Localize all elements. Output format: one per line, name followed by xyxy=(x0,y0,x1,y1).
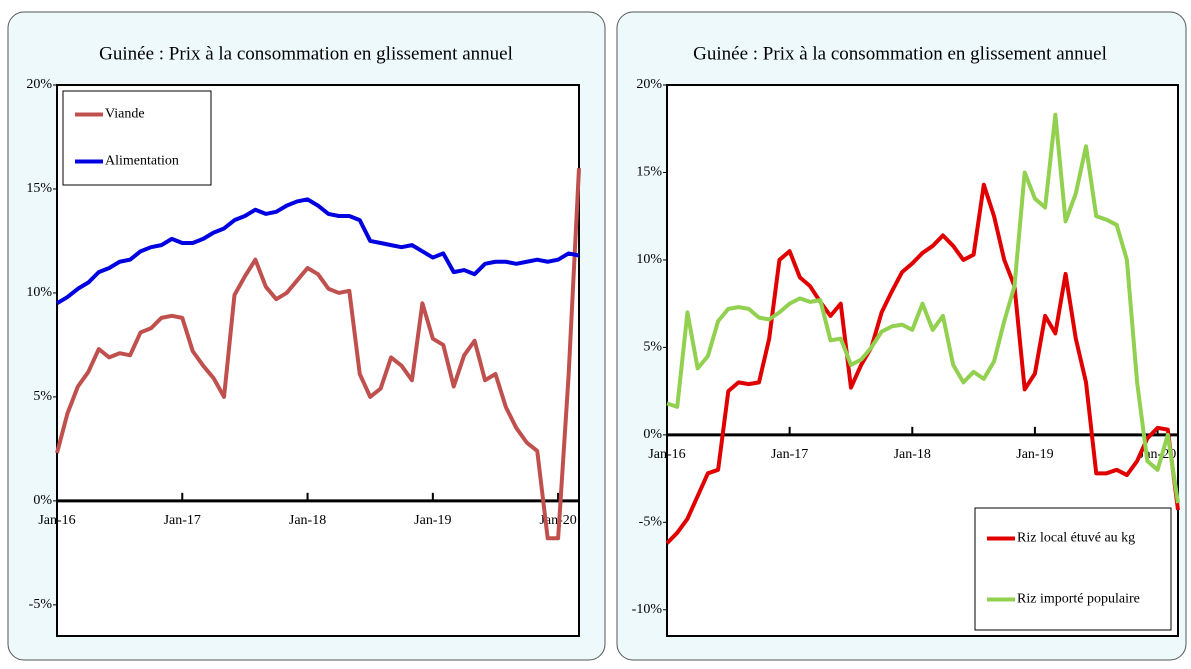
x-tick-label: Jan-17 xyxy=(771,447,808,462)
x-tick-label: Jan-19 xyxy=(1016,447,1053,462)
legend-label: Riz local étuvé au kg xyxy=(1017,531,1135,546)
y-tick-label: 0% xyxy=(643,427,662,442)
legend-label: Riz importé populaire xyxy=(1017,592,1140,607)
y-tick-label: 20% xyxy=(26,77,52,92)
data-line xyxy=(55,168,581,541)
chart-title: Guinée : Prix à la consommation en gliss… xyxy=(99,43,513,64)
legend xyxy=(974,507,1172,631)
data-line xyxy=(666,112,1180,504)
x-tick-label: Jan-18 xyxy=(289,513,326,528)
y-tick-label: 5% xyxy=(643,340,662,355)
y-tick-label: 15% xyxy=(26,181,52,196)
y-tick-label: 15% xyxy=(636,165,662,180)
x-tick-label: Jan-16 xyxy=(38,513,75,528)
chart-title: Guinée : Prix à la consommation en gliss… xyxy=(693,43,1107,64)
x-tick-label: Jan-18 xyxy=(894,447,931,462)
y-tick-label: -5% xyxy=(639,515,663,530)
data-line xyxy=(665,182,1180,545)
y-tick-label: 20% xyxy=(636,77,662,92)
y-tick-label: 10% xyxy=(636,252,662,267)
legend-label: Viande xyxy=(105,107,145,122)
x-tick-label: Jan-19 xyxy=(414,513,451,528)
legend xyxy=(62,90,212,186)
x-tick-label: Jan-16 xyxy=(648,447,685,462)
y-tick-label: 5% xyxy=(33,389,52,404)
y-tick-label: 0% xyxy=(33,493,52,508)
legend-label: Alimentation xyxy=(105,154,179,169)
y-tick-label: -10% xyxy=(632,602,663,617)
x-tick-label: Jan-17 xyxy=(164,513,201,528)
y-tick-label: 10% xyxy=(26,285,52,300)
y-tick-label: -5% xyxy=(29,597,53,612)
data-line xyxy=(55,197,580,306)
